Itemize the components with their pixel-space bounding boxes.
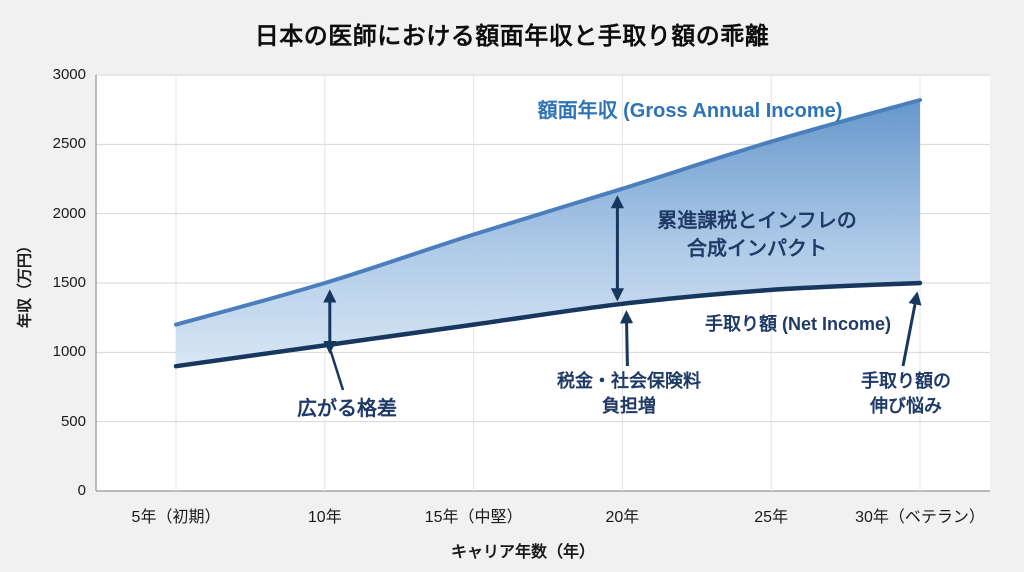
tax-burden-annotation: 税金・社会保険料 負担増 <box>557 369 701 419</box>
widening-gap-annotation: 広がる格差 <box>297 398 397 420</box>
x-tick-label: 10年 <box>307 509 342 526</box>
y-tick-label: 3000 <box>52 66 86 83</box>
x-tick-label: 5年（初期） <box>131 509 221 526</box>
net-stagnation-line2: 伸び悩み <box>870 396 942 416</box>
tax-burden-line1: 税金・社会保険料 <box>557 371 701 391</box>
gross-income-series-label: 額面年収 (Gross Annual Income) <box>537 100 843 122</box>
y-tick-label: 500 <box>60 412 86 430</box>
y-tick-label: 1500 <box>52 274 86 291</box>
x-tick-label: 30年（ベテラン） <box>855 509 985 526</box>
tax-burden-line2: 負担増 <box>602 396 656 416</box>
chart-title: 日本の医師における額面年収と手取り額の乖離 <box>254 23 770 50</box>
combined-impact-line1: 累進課税とインフレの <box>657 210 857 232</box>
net-stagnation-line1: 手取り額の <box>861 371 951 391</box>
y-tick-label: 2500 <box>52 135 86 153</box>
combined-impact-line2: 合成インパクト <box>687 238 827 260</box>
gap-annotation-connector <box>329 351 345 391</box>
gap-band-fill <box>176 100 920 367</box>
x-tick-label: 25年 <box>754 509 789 526</box>
gross-income-line <box>174 98 922 327</box>
x-tick-label: 20年 <box>605 509 640 526</box>
y-tick-label: 1000 <box>52 343 86 361</box>
combined-impact-annotation: 累進課税とインフレの 合成インパクト <box>657 207 856 263</box>
net-stagnation-annotation: 手取り額の 伸び悩み <box>861 369 951 419</box>
x-axis-title: キャリア年数（年） <box>450 544 596 561</box>
net-income-series-label: 手取り額 (Net Income) <box>704 314 892 334</box>
y-tick-label: 2000 <box>52 204 86 222</box>
net-stagnation-arrow <box>901 291 922 367</box>
y-tick-label: 0 <box>77 482 86 499</box>
x-tick-label: 15年（中堅） <box>424 509 523 526</box>
tax-burden-arrow <box>619 310 634 367</box>
net-income-line <box>173 280 923 369</box>
